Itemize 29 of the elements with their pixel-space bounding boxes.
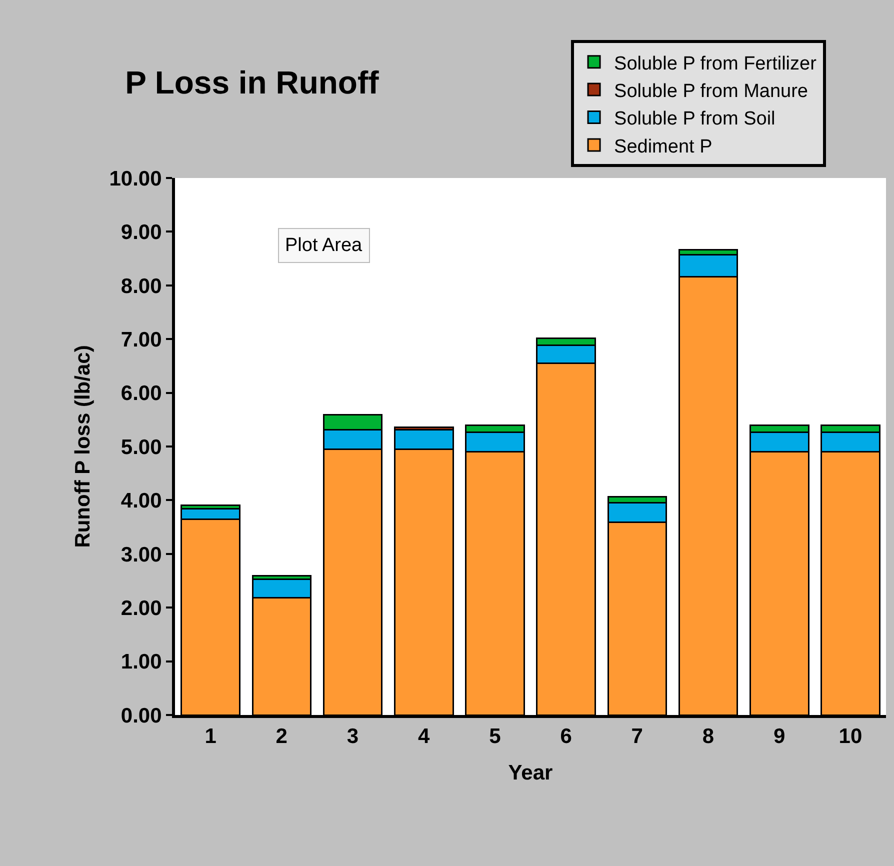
y-tick-label: 3.00 (120, 543, 162, 566)
y-tick-label: 1.00 (120, 650, 162, 674)
legend-label: Soluble P from Soil (614, 108, 776, 130)
x-tick-label: 9 (774, 725, 786, 748)
x-tick-label: 4 (418, 725, 430, 748)
y-tick-label: 7.00 (120, 328, 162, 352)
y-tick-label: 8.00 (120, 274, 162, 298)
x-tick-label: 1 (204, 725, 217, 748)
x-tick-label: 3 (346, 725, 359, 748)
legend-label: Soluble P from Fertilizer (614, 53, 818, 74)
x-axis-title: Year (508, 761, 553, 784)
y-tick-label: 2.00 (120, 596, 162, 620)
x-tick-label: 10 (838, 725, 862, 748)
x-tick-label: 7 (631, 725, 643, 748)
y-tick-label: 0.00 (120, 704, 162, 728)
x-tick-label: 6 (560, 725, 572, 748)
y-tick-label: 4.00 (120, 490, 162, 513)
x-tick-label: 5 (489, 725, 502, 748)
x-tick-label: 2 (276, 725, 288, 748)
y-tick-label: 6.00 (120, 382, 162, 406)
y-axis-title: Runoff P loss (lb/ac) (71, 345, 94, 548)
x-tick-label: 8 (702, 725, 714, 748)
y-tick-label: 10.00 (109, 167, 162, 190)
chart-title: P Loss in Runoff (125, 64, 380, 100)
legend-label: Soluble P from Manure (614, 80, 808, 102)
y-tick-label: 9.00 (120, 221, 162, 244)
annotation: Plot Area (285, 235, 363, 256)
y-tick-label: 5.00 (120, 436, 162, 459)
legend-label: Sediment P (614, 136, 712, 158)
